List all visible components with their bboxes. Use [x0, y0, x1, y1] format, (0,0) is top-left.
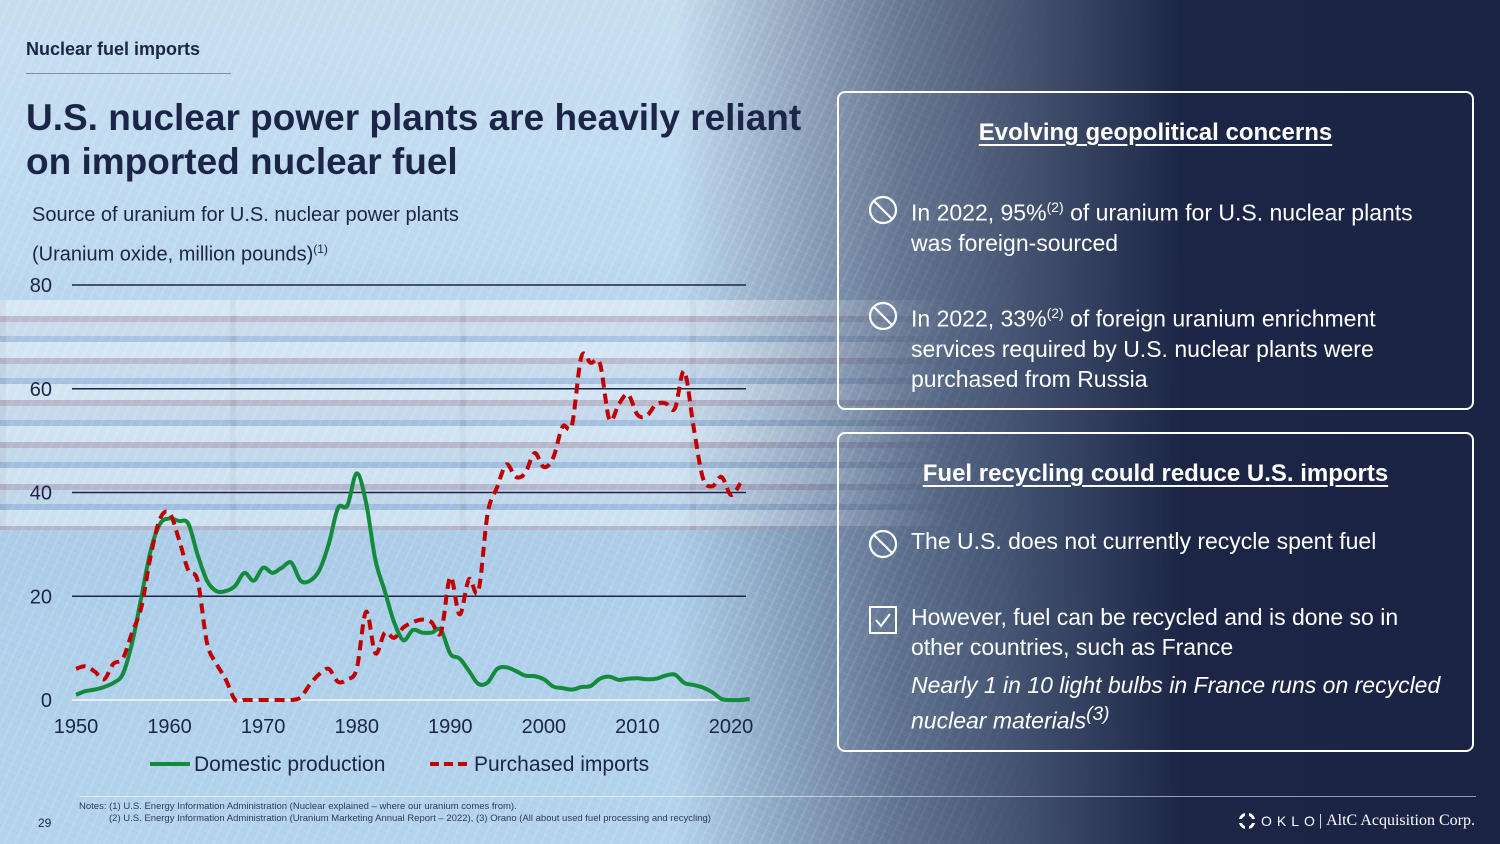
chart-gridlines	[72, 284, 746, 701]
y-tick-label: 80	[30, 275, 52, 297]
section-label: Nuclear fuel imports	[26, 39, 201, 59]
x-tick-label: 2010	[615, 716, 660, 738]
chart-subtitle-line1: Source of uranium for U.S. nuclear power…	[32, 204, 459, 226]
card-item-text: However, fuel can be recycled and is don…	[911, 604, 1399, 660]
card-item-note: Nearly 1 in 10 light bulbs in France run…	[911, 670, 1452, 736]
background-container-ship	[0, 300, 1000, 530]
oklo-logo-icon	[1238, 813, 1255, 829]
chart-subtitle-line2: (Uranium oxide, million pounds)(1)	[32, 232, 459, 272]
uranium-source-chart: 0 20 40 60 80 1950 1960 1970 1980 1990 2000 2010 20…	[30, 275, 754, 776]
prohibited-icon	[868, 195, 898, 225]
footnotes: Notes: (1) U.S. Energy Information Admin…	[79, 801, 711, 825]
brand-partner: AltC Acquisition Corp.	[1326, 812, 1475, 829]
x-tick-label: 1990	[428, 716, 473, 738]
y-tick-label: 0	[41, 690, 52, 712]
x-tick-label: 1980	[334, 716, 379, 738]
card-item: In 2022, 95%(2) of uranium for U.S. nucl…	[867, 192, 1452, 258]
card-title: Evolving geopolitical concerns	[978, 119, 1333, 146]
card-item-text: In 2022, 95%(2) of uranium for U.S. nucl…	[911, 192, 1452, 258]
footnote-ref: (2)	[1046, 305, 1064, 321]
footnote-ref: (2)	[1046, 199, 1064, 215]
chart-subtitle: Source of uranium for U.S. nuclear power…	[32, 198, 459, 272]
brand-oklo: OKLO	[1260, 813, 1320, 829]
y-axis-ticks: 0 20 40 60 80	[30, 275, 52, 712]
brand-separator: |	[1318, 812, 1323, 829]
card-fuel-recycling: Fuel recycling could reduce U.S. imports…	[837, 432, 1474, 752]
footnote-line: (2) U.S. Energy Information Administrati…	[109, 813, 711, 824]
card-item-text: The U.S. does not currently recycle spen…	[911, 528, 1377, 554]
prohibited-icon	[868, 529, 898, 559]
page-number: 29	[38, 816, 52, 830]
x-tick-label: 2000	[522, 716, 567, 738]
prohibited-icon	[868, 301, 898, 331]
card-item-body: However, fuel can be recycled and is don…	[911, 602, 1452, 736]
card-title: Fuel recycling could reduce U.S. imports	[922, 460, 1389, 487]
footer-divider	[79, 796, 1476, 797]
item-text-post: of uranium for U.S. nuclear plants was f…	[911, 199, 1413, 256]
y-tick-label: 40	[30, 483, 52, 505]
footnote-line: Notes: (1) U.S. Energy Information Admin…	[79, 801, 517, 812]
y-tick-label: 60	[30, 379, 52, 401]
footnote-ref: (1)	[313, 242, 328, 256]
card-geopolitical-concerns: Evolving geopolitical concerns In 2022, …	[837, 91, 1474, 410]
item-text-pre: In 2022, 95%	[911, 199, 1047, 226]
card-item: However, fuel can be recycled and is don…	[867, 602, 1452, 736]
card-item: In 2022, 33%(2) of foreign uranium enric…	[867, 298, 1452, 394]
y-tick-label: 20	[30, 586, 52, 608]
item-text-pre: In 2022, 33%	[911, 305, 1047, 332]
checkbox-checked-icon	[869, 606, 897, 634]
x-tick-label: 1950	[54, 716, 99, 738]
x-tick-label: 1970	[241, 716, 286, 738]
footnote-ref: (3)	[1086, 704, 1110, 725]
card-item-text: In 2022, 33%(2) of foreign uranium enric…	[911, 298, 1452, 394]
card-item: The U.S. does not currently recycle spen…	[867, 526, 1452, 560]
chart-units: (Uranium oxide, million pounds)	[32, 243, 314, 266]
series-line-purchased-imports	[75, 351, 743, 704]
section-divider	[26, 73, 231, 74]
note-text: Nearly 1 in 10 light bulbs in France run…	[911, 672, 1441, 734]
series-line-domestic-production	[75, 471, 750, 703]
x-tick-label: 1960	[147, 716, 192, 738]
legend-label: Purchased imports	[474, 753, 649, 776]
legend-label: Domestic production	[194, 753, 385, 776]
brand-logo: OKLO | AltC Acquisition Corp.	[1237, 811, 1475, 831]
page-title: U.S. nuclear power plants are heavily re…	[26, 97, 802, 182]
chart-series	[75, 351, 750, 704]
x-tick-label: 2020	[709, 716, 754, 738]
x-axis-ticks: 1950 1960 1970 1980 1990 2000 2010 2020	[54, 716, 754, 738]
item-text-post: of foreign uranium enrichment services r…	[911, 305, 1376, 392]
chart-legend: Domestic production Purchased imports	[150, 753, 649, 776]
